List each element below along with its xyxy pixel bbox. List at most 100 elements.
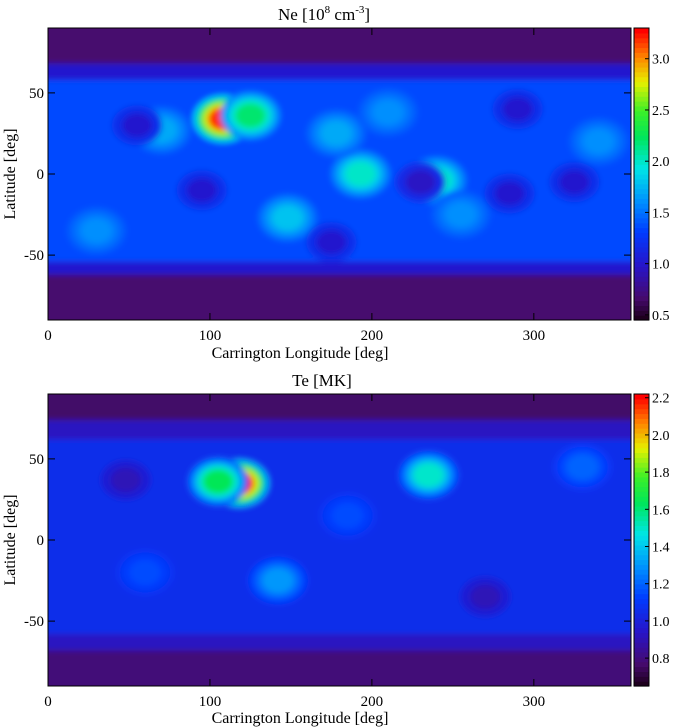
colorbar-segment [634,81,649,87]
colorbar-segment [634,149,649,156]
colorbar-segment [634,491,649,497]
ne-panel: Ne [108 cm-3] 0 100 200 300 50 0 -50 Carringt… [2,4,670,362]
colorbar-segment [634,437,649,444]
heatmap-feature [110,467,141,492]
colorbar-segment [634,583,649,590]
heatmap-feature [373,100,404,125]
colorbar-segment [634,193,649,199]
colorbar-segment [634,501,649,507]
colorbar-segment [634,564,649,570]
colorbar-segment [634,423,649,429]
colorbar-segment [634,290,649,297]
colorbar-segment [634,169,649,175]
colorbar-segment [634,251,649,258]
colorbar-segment [634,76,649,83]
te-title: Te [MK] [292,371,352,390]
colorbar-tick-label: 1.6 [652,503,670,518]
y-tick-label: 50 [29,86,44,102]
colorbar-segment [634,578,649,585]
colorbar-segment [634,91,649,97]
colorbar-segment [634,418,649,424]
colorbar-segment [634,540,649,546]
colorbar-segment [634,593,649,599]
heatmap-feature [272,205,303,230]
te-heatmap [48,394,631,686]
colorbar-segment [634,632,649,638]
colorbar-segment [634,476,649,483]
colorbar-segment [634,139,649,146]
colorbar-segment [634,442,649,449]
colorbar-tick-label: 2.2 [652,392,670,407]
colorbar-segment [634,394,649,400]
colorbar-tick-label: 0.8 [652,652,670,667]
colorbar-segment [634,42,649,49]
colorbar-segment [634,62,649,68]
colorbar-segment [634,467,649,473]
te-y-axis-label: Latitude [deg] [2,494,19,585]
colorbar-segment [634,681,649,687]
colorbar-segment [634,247,649,253]
colorbar-segment [634,135,649,141]
colorbar-segment [634,549,649,556]
colorbar-segment [634,588,649,595]
colorbar-segment [634,452,649,458]
colorbar-segment [634,428,649,434]
colorbar-segment [634,71,649,78]
colorbar-tick-label: 1.5 [652,206,670,221]
heatmap-feature [130,560,161,585]
colorbar-tick-label: 3.0 [652,53,670,68]
x-tick-label: 100 [199,328,222,344]
colorbar-segment [634,315,649,321]
colorbar-segment [634,188,649,195]
x-tick-label: 200 [361,328,384,344]
colorbar-segment [634,174,649,180]
colorbar-segment [634,671,649,677]
heatmap-feature [583,129,614,154]
y-tick-label: 0 [37,533,45,549]
x-tick-label: 0 [44,694,52,710]
colorbar-segment [634,559,649,565]
colorbar-segment [634,569,649,575]
heatmap-feature [81,218,112,243]
colorbar-segment [634,471,649,478]
colorbar-segment [634,28,649,34]
colorbar-segment [634,408,649,415]
heatmap-feature [470,584,501,609]
colorbar-segment [634,32,649,39]
colorbar-frame [633,393,650,687]
te-colorbar: 0.8 1.0 1.2 1.4 1.6 1.8 2.0 2.2 [633,392,670,687]
colorbar-segment [634,276,649,282]
heatmap-feature [203,469,234,494]
colorbar-segment [634,661,649,668]
colorbar-segment [634,125,649,131]
x-tick-label: 0 [44,328,52,344]
colorbar-segment [634,530,649,536]
colorbar-segment [634,295,649,302]
colorbar-segment [634,447,649,453]
colorbar-segment [634,266,649,272]
te-panel: Te [MK] 0 100 200 300 50 0 -50 Carrington Lon… [2,371,670,727]
colorbar-segment [634,105,649,112]
colorbar-segment [634,37,649,44]
colorbar-segment [634,120,649,126]
colorbar-segment [634,203,649,209]
heatmap-feature [413,463,444,488]
colorbar-segment [634,608,649,614]
colorbar-segment [634,462,649,468]
colorbar-segment [634,66,649,73]
colorbar-segment [634,144,649,151]
colorbar-segment [634,86,649,92]
heatmap-band [48,261,631,275]
colorbar-segment [634,183,649,190]
colorbar-segment [634,237,649,243]
colorbar-segment [634,574,649,580]
colorbar-segment [634,481,649,488]
y-tick-label: 0 [37,167,45,183]
colorbar-segment [634,198,649,204]
colorbar-segment [634,52,649,58]
ne-x-axis-label: Carrington Longitude [deg] [212,345,389,362]
colorbar-segment [634,647,649,653]
colorbar-segment [634,457,649,463]
x-tick-label: 300 [523,694,546,710]
